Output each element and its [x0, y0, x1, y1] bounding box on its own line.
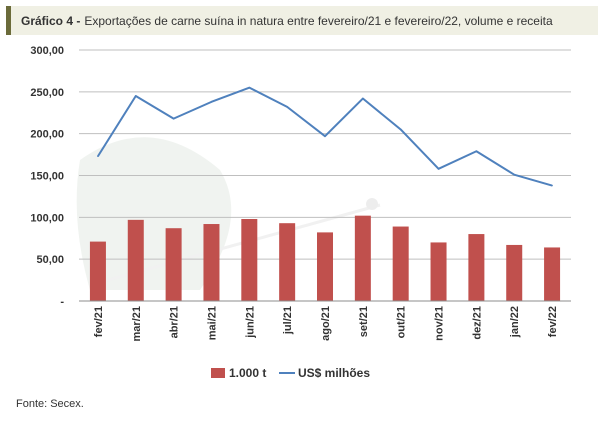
bar: [89, 241, 106, 301]
bar: [317, 232, 333, 301]
source-label: Fonte:: [16, 398, 48, 410]
chart-title: Exportações de carne suína in natura ent…: [84, 13, 553, 28]
line-point: [172, 117, 175, 120]
bar: [241, 219, 258, 301]
line-point: [324, 135, 326, 137]
line-point: [551, 184, 553, 187]
line-point: [210, 101, 213, 103]
y-tick-label: 100,00: [30, 212, 64, 224]
x-tick-label: out/21: [396, 306, 408, 338]
line-point: [134, 95, 137, 97]
x-axis-tick-labels: fev/21 mar/21 abr/21 mai/21 jun/21 jul/21 ago/…: [93, 306, 559, 341]
x-tick-label: ago/21: [320, 306, 332, 341]
line-series: [97, 86, 553, 187]
bar-series: [89, 215, 561, 301]
legend-swatch-bar: [211, 368, 225, 378]
line-point: [399, 128, 402, 131]
x-tick-label: nov/21: [434, 306, 446, 341]
chart-number: Gráfico 4 -: [21, 13, 81, 28]
y-axis-tick-labels: 300,00 250,00 200,00 150,00 100,00 50,00 -: [30, 45, 64, 308]
x-tick-label: jul/21: [282, 306, 294, 335]
y-tick-label: 50,00: [36, 254, 64, 266]
bar: [544, 247, 561, 301]
line-point: [362, 97, 364, 100]
y-tick-label: 300,00: [30, 45, 64, 57]
x-tick-label: dez/21: [471, 306, 483, 340]
bar: [468, 234, 485, 301]
bar: [506, 244, 523, 301]
watermark-graphic: [76, 137, 381, 290]
chart-title-bar: Gráfico 4 - Exportações de carne suína i…: [6, 6, 598, 35]
legend: 1.000 t US$ milhões: [211, 366, 370, 380]
bar: [279, 223, 296, 301]
line-point: [286, 106, 288, 108]
x-tick-label: set/21: [358, 306, 370, 337]
bar: [165, 228, 182, 301]
x-tick-label: jun/21: [244, 306, 256, 339]
bar: [354, 215, 371, 301]
source-note: Fonte: Secex.: [16, 398, 84, 410]
x-tick-label: jan/22: [509, 306, 521, 338]
y-tick-label: 250,00: [30, 87, 64, 99]
legend-label-line: US$ milhões: [298, 366, 370, 380]
bar: [430, 242, 447, 301]
bar: [127, 219, 144, 301]
y-tick-label: 150,00: [30, 171, 64, 183]
legend-label-bar: 1.000 t: [229, 366, 266, 380]
bar: [392, 226, 409, 301]
source-value: Secex.: [50, 398, 84, 410]
x-tick-label: fev/21: [93, 306, 105, 337]
x-tick-label: abr/21: [169, 306, 181, 338]
line-point: [248, 86, 251, 89]
y-tick-label: -: [60, 296, 64, 308]
x-tick-label: fev/22: [547, 306, 559, 337]
bar: [203, 224, 220, 301]
x-tick-label: mar/21: [131, 306, 143, 341]
x-tick-label: mai/21: [206, 306, 218, 340]
line-point: [513, 173, 516, 176]
y-tick-label: 200,00: [30, 129, 64, 141]
line-point: [437, 168, 440, 170]
line-point: [475, 150, 478, 153]
line-point: [97, 155, 99, 158]
